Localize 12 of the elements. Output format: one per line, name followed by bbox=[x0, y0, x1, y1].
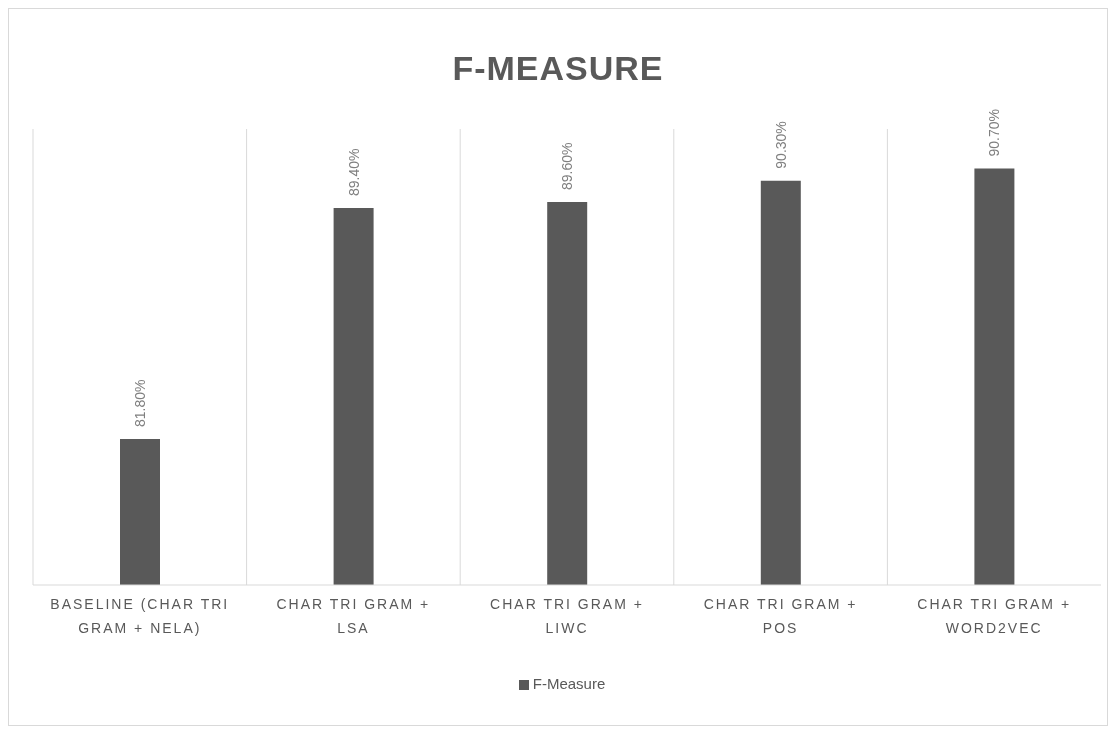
data-label: 90.70% bbox=[986, 109, 1003, 157]
x-tick-label: CHAR TRI GRAM + WORD2VEC bbox=[917, 596, 1072, 636]
x-tick-label: CHAR TRI GRAM + LSA bbox=[276, 596, 431, 636]
data-label: 90.30% bbox=[772, 121, 789, 169]
legend-label: F-Measure bbox=[532, 675, 606, 692]
data-label: 89.40% bbox=[345, 148, 362, 197]
x-tick-label: CHAR TRI GRAM + LIWC bbox=[490, 596, 644, 636]
data-label: 81.80% bbox=[132, 379, 148, 428]
data-label: 89.60% bbox=[559, 142, 576, 190]
x-tick-label: BASELINE (CHAR TRI GRAM + NELA) bbox=[50, 596, 230, 636]
chart-title: F-MEASURE bbox=[451, 49, 665, 88]
x-tick-label: CHAR TRI GRAM + POS bbox=[703, 596, 858, 636]
